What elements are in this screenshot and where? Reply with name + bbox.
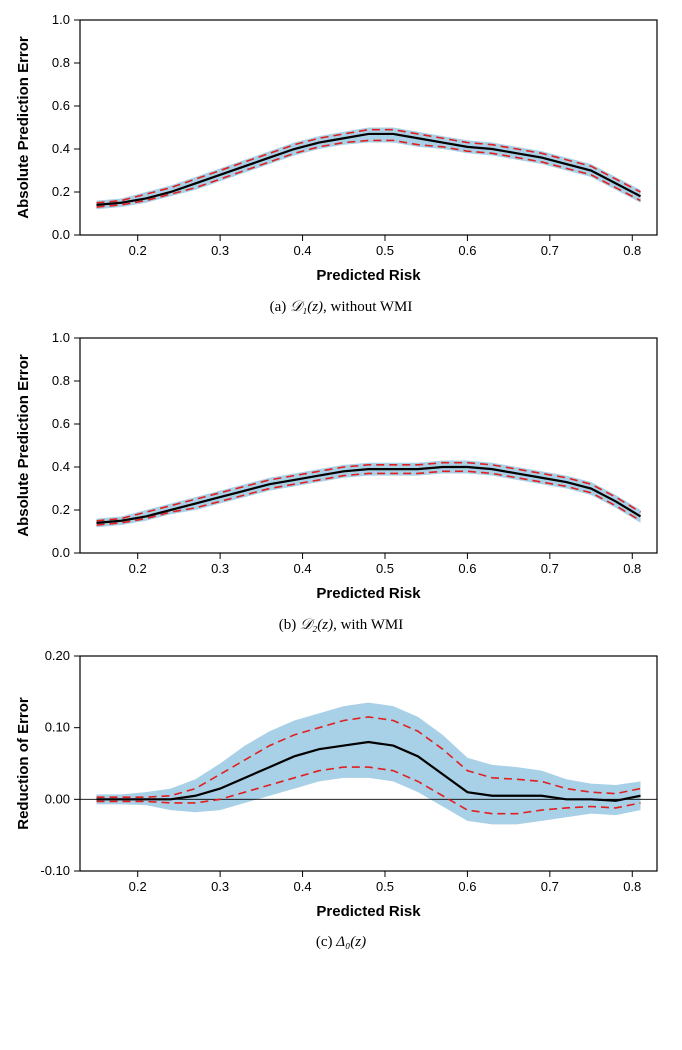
x-tick-label: 0.5 xyxy=(376,879,394,894)
panel-caption-c: (c) Δ₀(z) xyxy=(10,934,672,951)
y-tick-label: -0.10 xyxy=(40,863,70,878)
x-tick-label: 0.2 xyxy=(129,879,147,894)
x-tick-label: 0.8 xyxy=(623,879,641,894)
x-tick-label: 0.6 xyxy=(458,561,476,576)
confidence-band xyxy=(96,703,640,825)
y-tick-label: 0.4 xyxy=(52,459,70,474)
caption-math: Δ₀(z) xyxy=(336,934,366,950)
y-tick-label: 0.4 xyxy=(52,141,70,156)
x-tick-label: 0.5 xyxy=(376,243,394,258)
caption-suffix: , without WMI xyxy=(323,299,412,315)
y-tick-label: 0.20 xyxy=(45,648,70,663)
y-tick-label: 0.2 xyxy=(52,184,70,199)
panel-caption-b: (b) 𝒟₂(z), with WMI xyxy=(10,616,672,634)
x-tick-label: 0.6 xyxy=(458,243,476,258)
caption-suffix: , with WMI xyxy=(333,617,403,633)
x-tick-label: 0.3 xyxy=(211,879,229,894)
caption-math: 𝒟₂(z) xyxy=(300,617,333,633)
y-axis-label: Absolute Prediction Error xyxy=(15,36,32,219)
y-tick-label: 1.0 xyxy=(52,12,70,27)
caption-prefix: (b) xyxy=(279,617,300,633)
caption-prefix: (c) xyxy=(316,934,336,950)
x-tick-label: 0.7 xyxy=(541,879,559,894)
y-tick-label: 0.6 xyxy=(52,416,70,431)
x-tick-label: 0.4 xyxy=(294,879,312,894)
x-tick-label: 0.8 xyxy=(623,243,641,258)
caption-prefix: (a) xyxy=(270,299,290,315)
y-tick-label: 0.0 xyxy=(52,545,70,560)
y-tick-label: 0.00 xyxy=(45,791,70,806)
x-tick-label: 0.8 xyxy=(623,561,641,576)
x-tick-label: 0.2 xyxy=(129,561,147,576)
caption-math: 𝒟₁(z) xyxy=(290,299,323,315)
y-tick-label: 0.2 xyxy=(52,502,70,517)
x-axis-label: Predicted Risk xyxy=(316,903,421,920)
x-tick-label: 0.4 xyxy=(294,243,312,258)
x-tick-label: 0.5 xyxy=(376,561,394,576)
y-tick-label: 0.6 xyxy=(52,98,70,113)
y-tick-label: 1.0 xyxy=(52,330,70,345)
x-tick-label: 0.6 xyxy=(458,879,476,894)
x-tick-label: 0.7 xyxy=(541,561,559,576)
x-axis-label: Predicted Risk xyxy=(316,267,421,284)
chart-panel-a: 0.2 0.3 0.4 0.5 0.6 0.7 0.8 0.0 0.2 0.4 0.6 0.8 1.0 P… xyxy=(10,10,672,290)
y-axis-label: Reduction of Error xyxy=(15,697,32,830)
x-tick-label: 0.3 xyxy=(211,561,229,576)
ci-lower-line xyxy=(96,140,640,207)
y-axis-label: Absolute Prediction Error xyxy=(15,354,32,537)
chart-panel-c: 0.2 0.3 0.4 0.5 0.6 0.7 0.8 -0.10 0.00 0.10 0.20 Pr… xyxy=(10,646,672,926)
panel-caption-a: (a) 𝒟₁(z), without WMI xyxy=(10,298,672,316)
confidence-band xyxy=(96,461,640,528)
y-tick-label: 0.10 xyxy=(45,720,70,735)
x-tick-label: 0.7 xyxy=(541,243,559,258)
y-tick-label: 0.8 xyxy=(52,373,70,388)
y-tick-label: 0.8 xyxy=(52,55,70,70)
x-tick-label: 0.4 xyxy=(294,561,312,576)
x-axis-label: Predicted Risk xyxy=(316,585,421,602)
plot-border xyxy=(80,338,657,553)
x-tick-label: 0.3 xyxy=(211,243,229,258)
chart-panel-b: 0.2 0.3 0.4 0.5 0.6 0.7 0.8 0.0 0.2 0.4 0.6 0.8 1.0 P… xyxy=(10,328,672,608)
y-tick-label: 0.0 xyxy=(52,227,70,242)
confidence-band xyxy=(96,128,640,210)
x-tick-label: 0.2 xyxy=(129,243,147,258)
